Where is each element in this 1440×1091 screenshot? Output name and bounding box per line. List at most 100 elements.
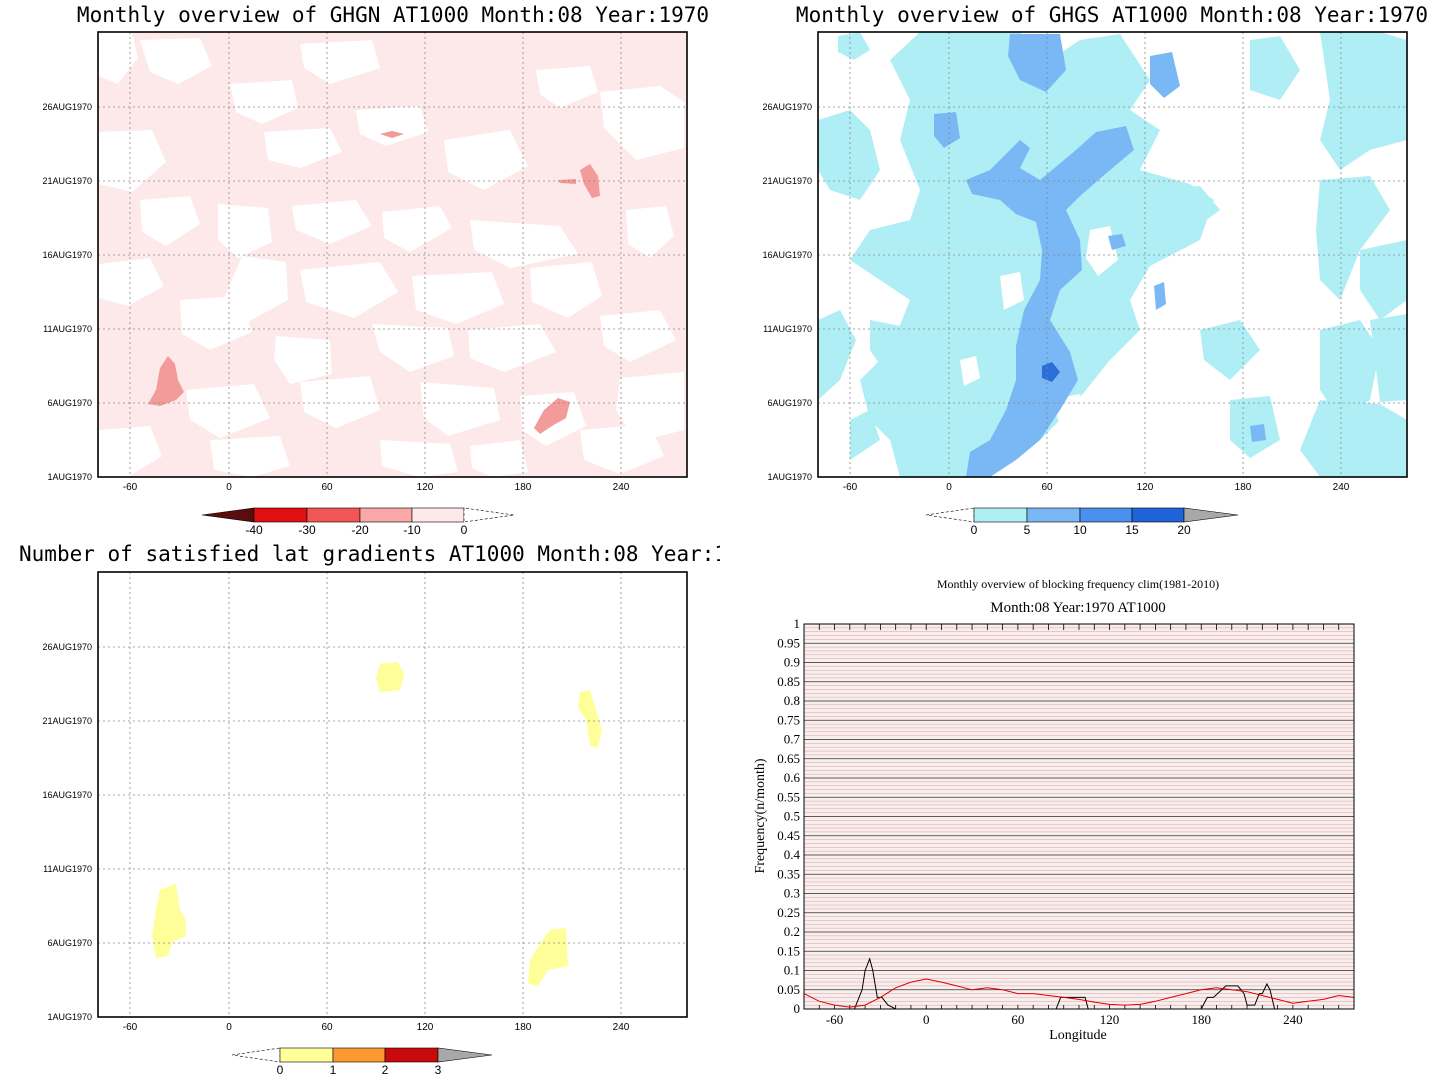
colorbar-swatch xyxy=(1131,507,1185,523)
y-tick-label: 21AUG1970 xyxy=(762,176,812,186)
x-tick-label: 120 xyxy=(417,1022,434,1033)
x-tick-label: 240 xyxy=(613,1022,630,1033)
colorbar-swatch xyxy=(973,507,1028,523)
x-tick-label: 180 xyxy=(1191,1012,1211,1027)
lat-panel: Number of satisfied lat gradients AT1000… xyxy=(19,542,720,1077)
y-tick-label: 1 xyxy=(794,616,801,631)
series-line-black xyxy=(804,957,1354,1010)
colorbar-label: 15 xyxy=(1125,523,1139,537)
y-tick-label: 0.4 xyxy=(784,847,801,862)
lat-title: Number of satisfied lat gradients AT1000… xyxy=(19,542,720,566)
y-tick-label: 0.45 xyxy=(777,828,800,843)
blocking-x-ticks: -60 0 60 120 180 240 xyxy=(826,1012,1303,1027)
y-tick-label: 21AUG1970 xyxy=(42,716,92,726)
ghgn-colorbar: -40 -30 -20 -10 0 xyxy=(201,507,515,537)
x-tick-label: 0 xyxy=(226,482,232,493)
ghgs-colorbar: 0 5 10 15 20 xyxy=(925,507,1239,537)
y-tick-label: 6AUG1970 xyxy=(47,938,92,948)
y-tick-label: 21AUG1970 xyxy=(42,176,92,186)
ghgn-y-ticks: 26AUG1970 21AUG1970 16AUG1970 11AUG1970 … xyxy=(42,102,92,482)
series-line-red xyxy=(803,978,1355,1008)
lat-colorbar: 0 1 2 3 xyxy=(231,1047,493,1077)
y-tick-label: 0.2 xyxy=(784,924,800,939)
x-tick-label: 120 xyxy=(1100,1012,1120,1027)
lat-plot-frame xyxy=(97,571,688,1018)
colorbar-label: 5 xyxy=(1024,523,1031,537)
x-tick-label: 240 xyxy=(613,482,630,493)
colorbar-swatch xyxy=(1079,507,1133,523)
ghgs-mid-areas xyxy=(934,34,1266,477)
ghgn-title: Monthly overview of GHGN AT1000 Month:08… xyxy=(77,3,709,27)
ghgs-grid xyxy=(818,32,1407,477)
colorbar-label: 0 xyxy=(277,1063,284,1077)
colorbar-label: 20 xyxy=(1177,523,1191,537)
y-tick-label: 0.35 xyxy=(777,866,800,881)
lat-patches xyxy=(152,662,602,986)
ghgs-x-ticks: -60 0 60 120 180 240 xyxy=(843,482,1350,493)
ghgn-plot-frame xyxy=(97,31,688,478)
x-tick-label: 60 xyxy=(1011,1012,1024,1027)
colorbar-right-arrow xyxy=(1183,507,1239,523)
y-tick-label: 0.25 xyxy=(777,905,800,920)
y-tick-label: 0.8 xyxy=(784,693,800,708)
colorbar-swatch xyxy=(306,507,361,523)
y-tick-label: 0.6 xyxy=(784,770,801,785)
y-tick-label: 0.65 xyxy=(777,751,800,766)
colorbar-swatch xyxy=(253,507,308,523)
y-tick-label: 0.75 xyxy=(777,712,800,727)
colorbar-label: -30 xyxy=(298,523,316,537)
x-tick-label: -60 xyxy=(843,482,858,493)
y-tick-label: 0.85 xyxy=(777,674,800,689)
colorbar-label: 3 xyxy=(435,1063,442,1077)
x-tick-label: 120 xyxy=(1137,482,1154,493)
x-tick-label: 0 xyxy=(226,1022,232,1033)
ghgs-dark-areas xyxy=(1042,362,1060,382)
y-tick-label: 16AUG1970 xyxy=(42,250,92,260)
blocking-series xyxy=(803,957,1355,1010)
x-tick-label: -60 xyxy=(123,482,138,493)
blocking-gridlines xyxy=(804,623,1354,1010)
lat-grid xyxy=(98,572,687,1017)
ghgs-y-ticks: 26AUG1970 21AUG1970 16AUG1970 11AUG1970 … xyxy=(762,102,812,482)
colorbar-label: -20 xyxy=(351,523,369,537)
colorbar-label: 0 xyxy=(461,523,468,537)
y-tick-label: 0.7 xyxy=(784,732,801,747)
blocking-y-ticks: 0 0.05 0.1 0.15 0.2 0.25 0.3 0.35 0.4 0.45 0.5 0.55… xyxy=(777,616,800,1016)
blocking-ticks xyxy=(803,624,1355,1009)
x-tick-label: 0 xyxy=(946,482,952,493)
colorbar-label: 10 xyxy=(1073,523,1087,537)
lat-x-ticks: -60 0 60 120 180 240 xyxy=(123,1022,630,1033)
blocking-panel: Monthly overview of blocking frequency c… xyxy=(753,577,1355,1043)
y-tick-label: 26AUG1970 xyxy=(42,102,92,112)
ghgn-x-ticks: -60 0 60 120 180 240 xyxy=(123,482,630,493)
blocking-ylabel: Frequency(n/month) xyxy=(753,758,768,873)
x-tick-label: 60 xyxy=(1041,482,1053,493)
colorbar-label: 1 xyxy=(330,1063,337,1077)
colorbar-label: 2 xyxy=(382,1063,389,1077)
blocking-xlabel: Longitude xyxy=(1049,1028,1107,1043)
x-tick-label: -60 xyxy=(123,1022,138,1033)
y-tick-label: 0.3 xyxy=(784,886,800,901)
y-tick-label: 1AUG1970 xyxy=(47,1012,92,1022)
y-tick-label: 0.5 xyxy=(784,809,800,824)
x-tick-label: 240 xyxy=(1333,482,1350,493)
y-tick-label: 0.95 xyxy=(777,635,800,650)
colorbar-swatch xyxy=(332,1047,386,1063)
ghgn-panel: Monthly overview of GHGN AT1000 Month:08… xyxy=(42,3,709,537)
colorbar-label: -40 xyxy=(245,523,263,537)
colorbar-swatch xyxy=(411,507,465,523)
colorbar-right-arrow xyxy=(463,507,515,523)
ghgn-grid xyxy=(98,32,687,477)
colorbar-left-arrow xyxy=(231,1047,281,1063)
y-tick-label: 0.9 xyxy=(784,655,800,670)
ghgs-plot-frame xyxy=(817,31,1408,478)
y-tick-label: 6AUG1970 xyxy=(47,398,92,408)
colorbar-swatch xyxy=(359,507,413,523)
ghgn-white-areas xyxy=(99,32,684,477)
blocking-plot-frame xyxy=(803,623,1355,1010)
x-tick-label: 60 xyxy=(321,482,333,493)
colorbar-left-arrow xyxy=(925,507,975,523)
lat-y-ticks: 26AUG1970 21AUG1970 16AUG1970 11AUG1970 … xyxy=(42,642,92,1022)
x-tick-label: 60 xyxy=(321,1022,333,1033)
blocking-title: Monthly overview of blocking frequency c… xyxy=(937,577,1219,591)
